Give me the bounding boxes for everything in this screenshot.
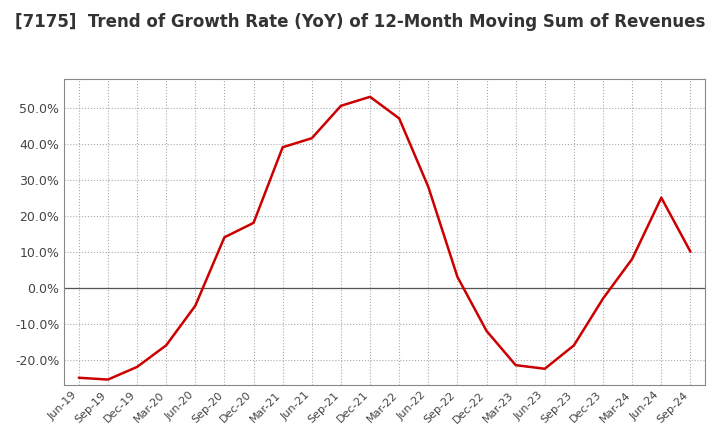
Text: [7175]  Trend of Growth Rate (YoY) of 12-Month Moving Sum of Revenues: [7175] Trend of Growth Rate (YoY) of 12-…: [15, 13, 705, 31]
